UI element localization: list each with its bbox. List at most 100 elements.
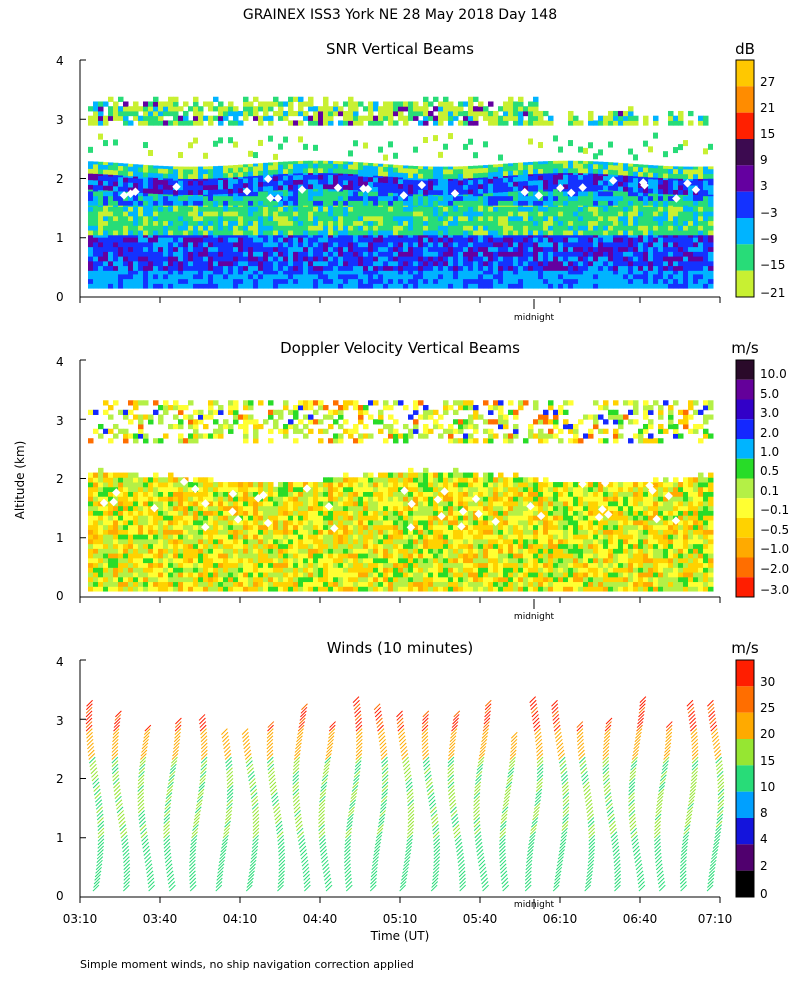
snr-cell [373, 273, 379, 280]
snr-cell [188, 278, 194, 284]
snr-cell [568, 215, 574, 222]
snr-cell [673, 147, 678, 154]
snr-cell [168, 273, 174, 280]
doppler-cell [108, 505, 114, 511]
doppler-cell [93, 562, 99, 568]
snr-cell [523, 180, 529, 186]
snr-cell [378, 175, 384, 178]
snr-cell [93, 184, 99, 190]
snr-cell [698, 246, 704, 252]
snr-cell [613, 115, 619, 121]
snr-cell [393, 120, 399, 126]
snr-cell [103, 115, 109, 121]
snr-cell [483, 115, 489, 121]
snr-cell [158, 246, 164, 252]
snr-cell [253, 165, 259, 172]
snr-cell [503, 106, 509, 112]
snr-cell [338, 270, 344, 275]
snr-cell [623, 205, 629, 207]
snr-cell [638, 251, 644, 257]
snr-cell [643, 251, 649, 257]
snr-cell [478, 283, 484, 289]
snr-cell [328, 205, 334, 207]
doppler-cell [173, 496, 179, 502]
snr-cell [398, 234, 404, 238]
snr-cell [403, 172, 409, 178]
snr-cell [243, 166, 249, 172]
doppler-cell [178, 538, 184, 545]
doppler-cell [168, 510, 174, 516]
doppler-cell [183, 496, 189, 502]
snr-cell [683, 173, 689, 179]
doppler-cell [193, 438, 199, 444]
snr-cell [448, 220, 454, 226]
snr-cell [493, 260, 499, 267]
snr-cell [268, 234, 274, 238]
snr-cell [143, 220, 149, 226]
snr-cell [168, 168, 174, 174]
snr-cell [178, 270, 184, 275]
snr-cell [313, 225, 319, 231]
snr-cell [708, 211, 714, 217]
doppler-cell [133, 505, 139, 511]
snr-cell [383, 260, 389, 267]
snr-cell [213, 195, 219, 201]
snr-cell [658, 237, 664, 243]
snr-cell [468, 220, 474, 226]
snr-cell [238, 260, 244, 267]
snr-cell [223, 278, 229, 284]
snr-cell [693, 206, 699, 212]
snr-cell [623, 225, 629, 231]
snr-cell [128, 206, 134, 212]
snr-cell [593, 211, 599, 217]
snr-cell [618, 162, 624, 166]
doppler-cell [198, 557, 204, 564]
snr-cell [243, 115, 249, 121]
snr-cell [398, 115, 404, 121]
snr-cell [348, 115, 354, 121]
snr-cell [443, 143, 448, 150]
snr-cell [593, 234, 599, 238]
snr-cell [88, 256, 94, 262]
snr-cell [263, 174, 269, 177]
snr-cell [103, 246, 109, 252]
doppler-cell [168, 496, 174, 502]
snr-cell [93, 251, 99, 257]
snr-cell [303, 256, 309, 262]
doppler-cell [178, 519, 184, 526]
snr-cell [303, 273, 309, 280]
snr-cell [183, 168, 189, 175]
snr-cell [443, 270, 449, 275]
snr-cell [688, 220, 694, 226]
doppler-cell [193, 562, 199, 568]
snr-cell [313, 270, 319, 275]
snr-cell [358, 278, 364, 284]
snr-cell [93, 246, 99, 252]
snr-cell [663, 241, 669, 248]
snr-cell [548, 230, 554, 236]
snr-cell [363, 241, 369, 248]
snr-cell [473, 106, 479, 112]
snr-cell [658, 234, 664, 238]
snr-cell [708, 234, 714, 238]
doppler-cell [183, 562, 189, 568]
snr-cell [413, 115, 419, 121]
snr-cell [98, 270, 104, 275]
snr-cell [268, 230, 274, 236]
snr-cell [218, 278, 224, 284]
snr-cell [268, 241, 274, 248]
snr-cell [263, 251, 269, 257]
snr-cell [288, 237, 294, 243]
snr-cell [468, 173, 474, 179]
snr-cell [463, 110, 469, 117]
doppler-cell [98, 548, 104, 554]
snr-cell [303, 163, 309, 169]
snr-cell [488, 225, 494, 231]
snr-cell [318, 220, 324, 226]
snr-cell [588, 234, 594, 238]
snr-cell [338, 120, 344, 126]
snr-cell [188, 142, 193, 149]
snr-cell [633, 234, 639, 238]
doppler-cell [128, 553, 134, 559]
doppler-cell [213, 567, 219, 573]
